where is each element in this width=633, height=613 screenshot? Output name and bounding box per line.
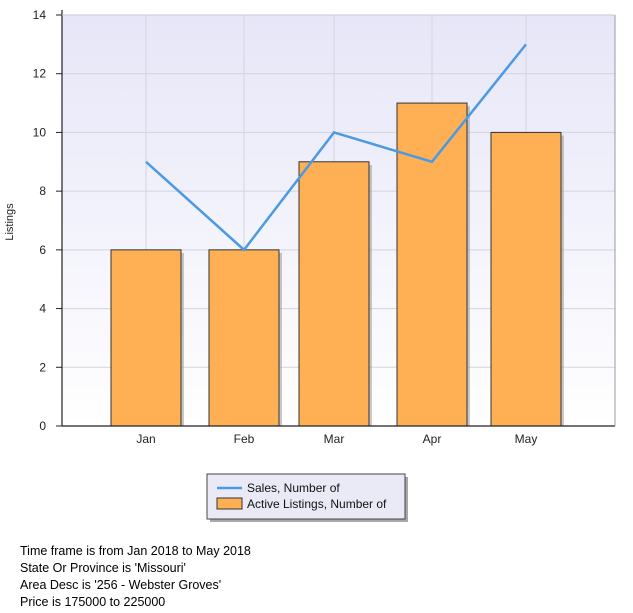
x-tick-label: Feb [234,432,255,446]
note-price: Price is 175000 to 225000 [20,595,166,609]
legend-box [206,473,406,520]
note-state: State Or Province is 'Missouri' [20,561,186,575]
bar-series [110,102,564,427]
y-tick-label: 6 [39,243,46,257]
y-tick-label: 8 [39,184,46,198]
legend-label-sales: Sales, Number of [247,481,340,495]
y-axis-label: Listings [4,203,16,241]
bar-jan [110,249,182,427]
y-tick-label: 10 [33,125,47,139]
legend-label-active-listings: Active Listings, Number of [247,497,387,511]
axes [56,10,616,427]
tick-labels: 0 2 4 6 8 10 12 14 Jan Feb Mar Apr May [33,8,538,446]
x-tick-label: May [515,432,538,446]
line-series [145,43,527,252]
bar-mar [298,161,370,427]
legend: Sales, Number of Active Listings, Number … [206,473,408,522]
y-tick-label: 14 [33,8,47,22]
y-tick-label: 0 [39,419,46,433]
x-tick-label: Mar [324,432,345,446]
legend-bar-swatch [216,497,243,510]
x-tick-label: Jan [136,432,155,446]
y-tick-label: 2 [39,360,46,374]
filter-notes: Time frame is from Jan 2018 to May 2018 … [20,543,251,611]
y-tick-label: 4 [39,302,46,316]
chart: 0 2 4 6 8 10 12 14 Jan Feb Mar Apr May Listings Sale… [4,8,616,522]
y-tick-label: 12 [33,67,47,81]
note-area: Area Desc is '256 - Webster Groves' [20,578,222,592]
note-time-frame: Time frame is from Jan 2018 to May 2018 [20,544,251,558]
bar-may [490,131,562,427]
bar-feb [208,249,280,427]
bar-apr [396,102,468,427]
x-tick-label: Apr [423,432,442,446]
